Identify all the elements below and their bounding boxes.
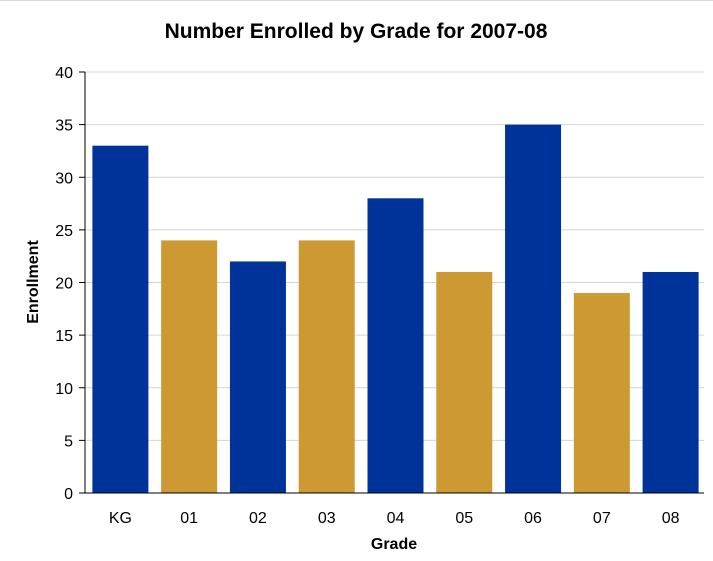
x-tick-label: 06 bbox=[524, 510, 542, 527]
y-tick-label: 40 bbox=[55, 65, 73, 82]
y-axis-label: Enrollment bbox=[25, 240, 42, 324]
bar-04 bbox=[367, 198, 424, 494]
y-tick-label: 10 bbox=[55, 381, 73, 398]
bar-06 bbox=[505, 124, 562, 493]
x-tick-label: 02 bbox=[249, 510, 267, 527]
bar-KG bbox=[92, 145, 149, 494]
x-axis-label: Grade bbox=[371, 536, 417, 553]
chart-title: Number Enrolled by Grade for 2007-08 bbox=[165, 20, 548, 43]
bar-07 bbox=[573, 293, 630, 493]
y-tick-label: 20 bbox=[55, 276, 73, 293]
y-tick-labels: 0 5 10 15 20 25 30 35 40 bbox=[55, 65, 73, 503]
bar-08 bbox=[642, 271, 699, 493]
bar-03 bbox=[298, 240, 355, 493]
y-tick-label: 5 bbox=[64, 433, 73, 450]
bars bbox=[92, 124, 699, 494]
axes bbox=[84, 72, 704, 494]
y-tick-label: 30 bbox=[55, 170, 73, 187]
y-tick-label: 0 bbox=[64, 486, 73, 503]
bar-01 bbox=[161, 240, 218, 493]
y-tick-label: 25 bbox=[55, 223, 73, 240]
x-tick-label: 07 bbox=[593, 510, 611, 527]
bar-05 bbox=[436, 271, 493, 493]
x-tick-label: KG bbox=[109, 510, 132, 527]
bar-02 bbox=[229, 261, 286, 493]
x-tick-label: 08 bbox=[662, 510, 680, 527]
x-tick-labels: KG 01 02 03 04 05 06 07 08 bbox=[109, 510, 680, 527]
x-tick-label: 03 bbox=[318, 510, 336, 527]
y-tick-label: 35 bbox=[55, 118, 73, 135]
x-tick-label: 05 bbox=[455, 510, 473, 527]
y-tick-label: 15 bbox=[55, 328, 73, 345]
x-tick-label: 04 bbox=[387, 510, 405, 527]
x-tick-label: 01 bbox=[180, 510, 198, 527]
